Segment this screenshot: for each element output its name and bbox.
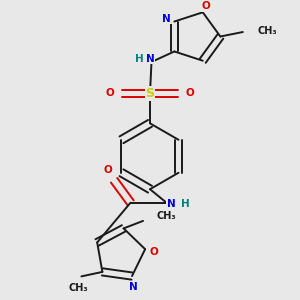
Text: O: O xyxy=(185,88,194,98)
Text: S: S xyxy=(146,87,154,100)
Text: H: H xyxy=(134,54,143,64)
Text: N: N xyxy=(167,199,175,209)
Text: N: N xyxy=(163,14,171,24)
Text: H: H xyxy=(181,199,189,209)
Text: CH₃: CH₃ xyxy=(258,26,278,35)
Text: CH₃: CH₃ xyxy=(68,283,88,293)
Text: O: O xyxy=(150,247,158,257)
Text: N: N xyxy=(146,54,154,64)
Text: N: N xyxy=(129,281,138,292)
Text: O: O xyxy=(202,1,211,11)
Text: O: O xyxy=(104,165,112,175)
Text: O: O xyxy=(106,88,115,98)
Text: CH₃: CH₃ xyxy=(157,212,176,221)
